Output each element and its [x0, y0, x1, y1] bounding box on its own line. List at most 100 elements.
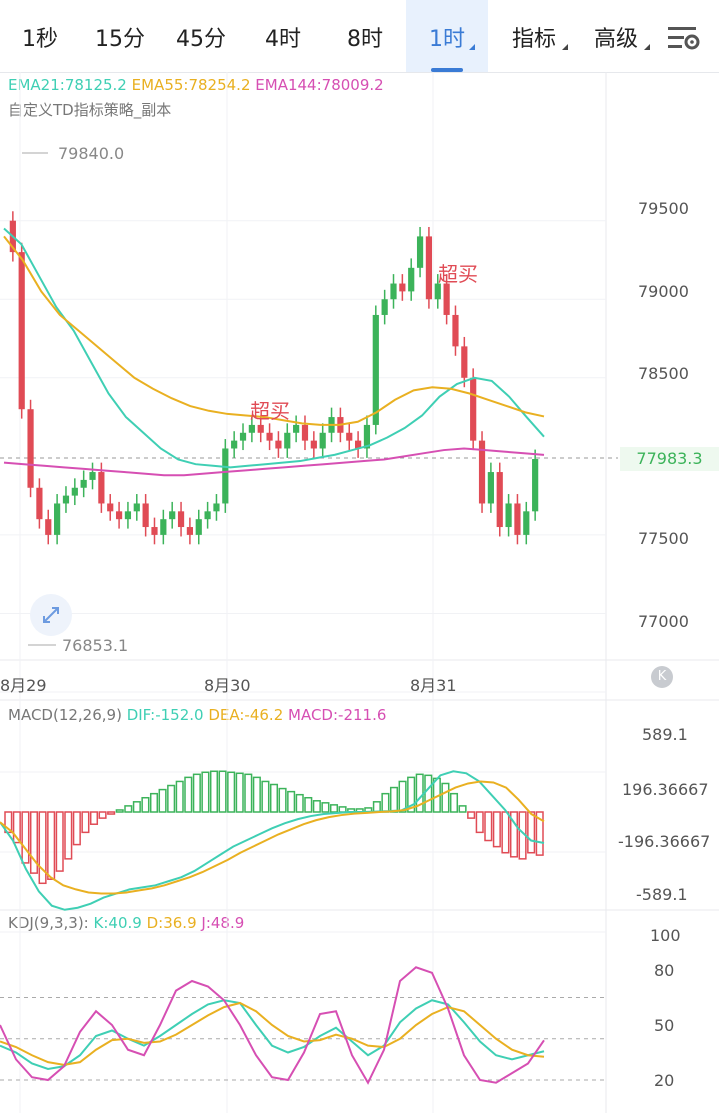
macd-bar: [252, 776, 261, 813]
dropdown-triangle-icon: [562, 44, 568, 50]
kdj-title: KDJ(9,3,3):: [8, 914, 89, 932]
candle-body: [213, 503, 220, 512]
macd-bar: [347, 808, 356, 813]
candle-body: [346, 432, 353, 441]
macd-bar: [244, 773, 253, 813]
macd-bar: [107, 811, 116, 815]
candle-body: [443, 283, 450, 315]
candle-body: [372, 314, 379, 425]
last-price-badge: 77983.3: [620, 447, 719, 471]
candle-body: [496, 472, 503, 528]
macd-bar: [458, 805, 467, 813]
price-tick: 77000: [638, 612, 689, 631]
macd-bar: [98, 811, 107, 819]
macd-bar: [449, 792, 459, 813]
macd-bar: [492, 811, 501, 848]
candle-body: [381, 299, 388, 315]
candle-body: [133, 503, 140, 512]
macd-bar: [407, 776, 416, 813]
dif-value: DIF:-152.0: [126, 706, 204, 724]
tab-4h[interactable]: 4时: [242, 0, 324, 72]
tab-45m[interactable]: 45分: [160, 0, 242, 72]
macd-bar: [175, 780, 184, 813]
kdj-tick: 100: [650, 926, 681, 945]
expand-arrows-icon: [43, 607, 59, 623]
macd-bar: [312, 800, 321, 813]
candle-body: [532, 459, 539, 512]
candle-body: [505, 503, 512, 528]
candle-body: [107, 503, 114, 512]
chart-settings-icon[interactable]: [666, 24, 702, 52]
macd-bar: [467, 811, 476, 819]
kdj-legend: KDJ(9,3,3): K:40.9 D:36.9 J:48.9: [8, 914, 244, 932]
macd-bar: [321, 802, 330, 813]
macd-bar: [535, 811, 544, 856]
macd-bar: [441, 782, 450, 813]
candle-body: [186, 527, 193, 535]
macd-bar: [158, 788, 167, 813]
macd-tick: 196.36667: [622, 780, 709, 799]
macd-bar: [55, 811, 64, 872]
tab-8h[interactable]: 8时: [324, 0, 406, 72]
candle-body: [514, 503, 521, 535]
candle-body: [248, 424, 255, 433]
tab-indicators[interactable]: 指标: [494, 0, 574, 72]
candle-body: [399, 283, 406, 292]
macd-legend: MACD(12,26,9) DIF:-152.0 DEA:-46.2 MACD:…: [8, 706, 386, 724]
candle-body: [408, 267, 415, 292]
macd-bar: [415, 773, 424, 813]
dropdown-triangle-icon: [469, 44, 475, 50]
tab-1s[interactable]: 1秒: [0, 0, 80, 72]
candle-body: [416, 236, 424, 268]
macd-bar: [64, 811, 73, 860]
macd-bar: [364, 807, 373, 813]
macd-bar: [484, 811, 493, 842]
low-price-label: 76853.1: [62, 636, 129, 655]
jump-to-latest-icon[interactable]: K: [651, 666, 673, 688]
kdj-tick: 50: [654, 1016, 675, 1035]
price-tick: 79000: [638, 282, 689, 301]
candle-body: [461, 346, 468, 378]
tab-advanced[interactable]: 高级: [576, 0, 656, 72]
candle-body: [284, 432, 291, 449]
macd-bar: [355, 808, 364, 813]
d-line: [0, 1001, 545, 1066]
candle-body: [319, 432, 326, 449]
macd-bar: [295, 793, 304, 813]
tab-15m[interactable]: 15分: [80, 0, 160, 72]
price-tick: 78500: [638, 364, 689, 383]
price-tick: 77500: [638, 529, 689, 548]
dif-line: [0, 770, 545, 911]
tab-1h[interactable]: 1时: [406, 0, 488, 72]
macd-bar: [218, 770, 227, 813]
candle-body: [89, 472, 96, 480]
candle-body: [363, 424, 371, 449]
macd-bar: [235, 772, 244, 813]
macd-bar: [209, 770, 219, 813]
d-value: D:36.9: [146, 914, 197, 932]
macd-bar: [424, 774, 433, 813]
candle-body: [275, 440, 282, 449]
macd-bar: [72, 811, 81, 846]
macd-bar: [192, 773, 201, 813]
fullscreen-button[interactable]: [30, 594, 72, 636]
tab-label: 1时: [429, 27, 465, 52]
macd-bar: [167, 784, 176, 813]
tab-label: 8时: [347, 27, 383, 52]
macd-bar: [124, 805, 133, 813]
macd-bar: [501, 811, 510, 854]
candle-body: [151, 527, 158, 535]
candle-body: [124, 511, 132, 520]
macd-bar: [329, 804, 339, 813]
j-value: J:48.9: [201, 914, 245, 932]
candle-body: [142, 503, 149, 528]
candle-body: [523, 511, 530, 535]
macd-bar: [89, 811, 99, 825]
candle-body: [328, 417, 335, 433]
ema144-value: EMA144:78009.2: [255, 76, 384, 94]
candle-body: [355, 440, 362, 449]
dropdown-triangle-icon: [644, 44, 650, 50]
ema-legend: EMA21:78125.2 EMA55:78254.2 EMA144:78009…: [8, 76, 384, 94]
macd-bar: [389, 786, 399, 813]
